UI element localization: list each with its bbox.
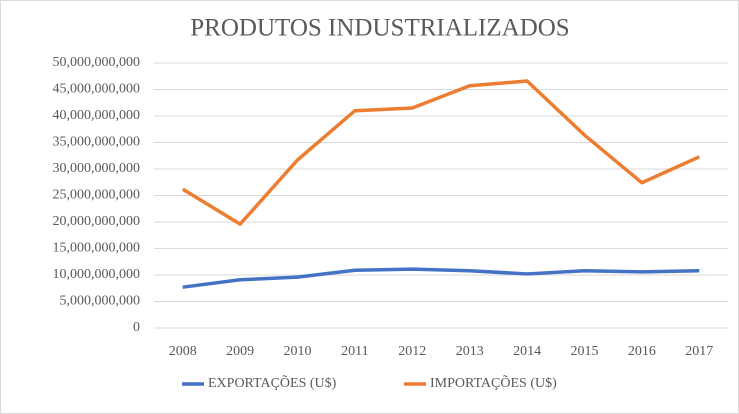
legend-label: EXPORTAÇÕES (U$) (208, 374, 337, 391)
x-tick-label: 2011 (341, 344, 368, 359)
y-tick-label: 35,000,000,000 (53, 135, 141, 150)
y-tick-label: 10,000,000,000 (53, 267, 141, 282)
series-line (182, 267, 700, 289)
x-tick-label: 2009 (226, 344, 254, 359)
y-tick-label: 5,000,000,000 (60, 294, 141, 309)
y-tick-label: 25,000,000,000 (53, 188, 141, 203)
legend-label: IMPORTAÇÕES (U$) (430, 374, 557, 391)
x-tick-label: 2012 (398, 344, 426, 359)
y-tick-label: 50,000,000,000 (53, 55, 141, 70)
x-tick-label: 2013 (456, 344, 484, 359)
series-line (181, 79, 701, 226)
y-tick-label: 40,000,000,000 (53, 108, 141, 123)
y-tick-label: 30,000,000,000 (53, 161, 141, 176)
x-tick-label: 2016 (628, 344, 656, 359)
x-tick-label: 2010 (284, 344, 312, 359)
y-tick-label: 20,000,000,000 (53, 214, 141, 229)
x-tick-label: 2014 (513, 344, 541, 359)
x-tick-label: 2015 (571, 344, 599, 359)
y-tick-label: 15,000,000,000 (53, 241, 141, 256)
chart-title: PRODUTOS INDUSTRIALIZADOS (190, 15, 569, 42)
y-tick-label: 0 (133, 320, 140, 335)
x-tick-label: 2017 (685, 344, 713, 359)
y-tick-label: 45,000,000,000 (53, 82, 141, 97)
x-tick-label: 2008 (169, 344, 197, 359)
